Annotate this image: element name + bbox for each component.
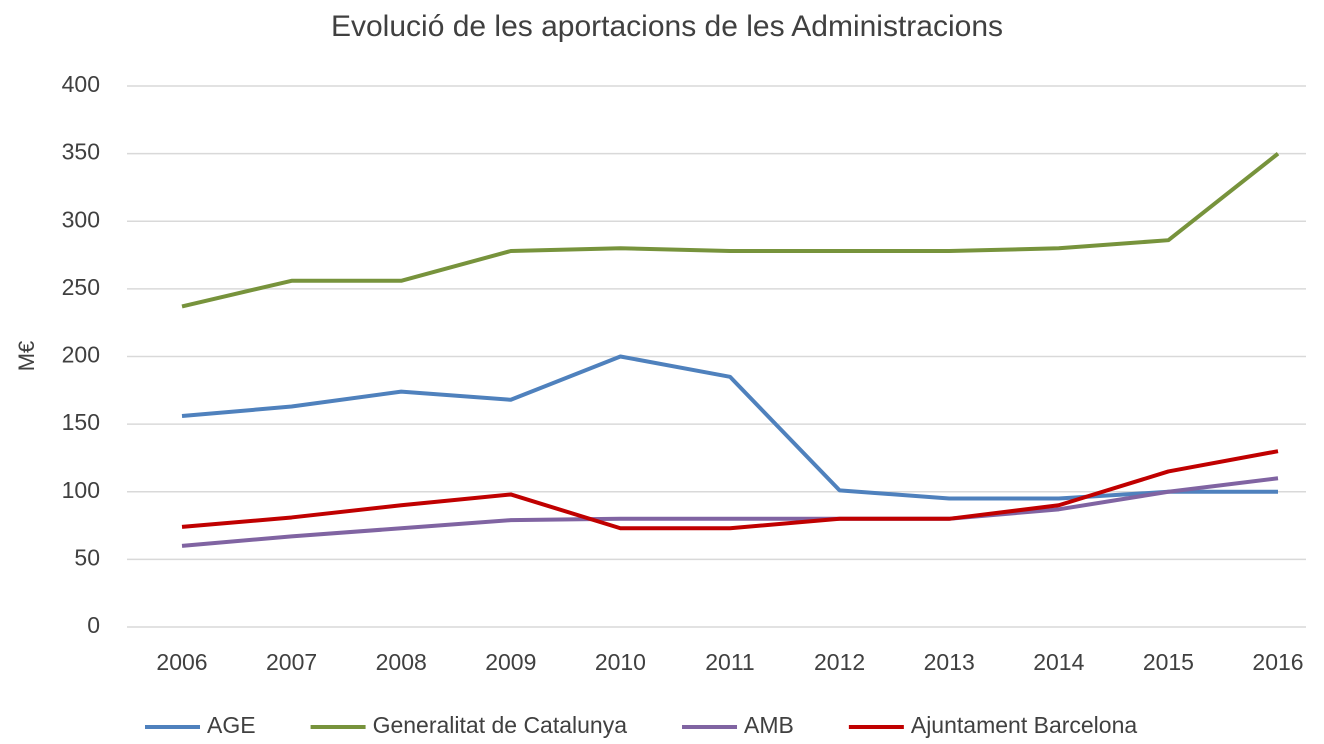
y-tick-label: 250 bbox=[62, 274, 100, 300]
legend-label: AGE bbox=[207, 712, 256, 738]
legend-label: Ajuntament Barcelona bbox=[911, 712, 1138, 738]
y-axis-label: M€ bbox=[14, 341, 39, 372]
x-tick-label: 2006 bbox=[156, 649, 207, 675]
chart-title: Evolució de les aportacions de les Admin… bbox=[331, 10, 1003, 43]
y-tick-label: 150 bbox=[62, 409, 100, 435]
y-tick-label: 350 bbox=[62, 139, 100, 165]
x-tick-label: 2013 bbox=[924, 649, 975, 675]
legend-label: AMB bbox=[744, 712, 794, 738]
x-tick-label: 2012 bbox=[814, 649, 865, 675]
x-tick-label: 2011 bbox=[705, 649, 754, 675]
y-tick-label: 200 bbox=[62, 342, 100, 368]
x-tick-label: 2010 bbox=[595, 649, 646, 675]
y-tick-label: 100 bbox=[62, 477, 100, 503]
x-tick-label: 2015 bbox=[1143, 649, 1194, 675]
x-tick-label: 2008 bbox=[376, 649, 427, 675]
x-tick-label: 2009 bbox=[485, 649, 536, 675]
data-line bbox=[181, 476, 1279, 548]
y-tick-label: 300 bbox=[62, 206, 100, 232]
x-tick-label: 2007 bbox=[266, 649, 317, 675]
data-line bbox=[181, 449, 1279, 531]
data-line bbox=[181, 152, 1280, 309]
x-tick-label: 2014 bbox=[1033, 649, 1084, 675]
y-tick-label: 400 bbox=[62, 71, 100, 97]
y-tick-label: 50 bbox=[74, 544, 100, 570]
y-tick-label: 0 bbox=[87, 612, 100, 638]
legend-label: Generalitat de Catalunya bbox=[373, 712, 628, 738]
data-line bbox=[181, 354, 1278, 501]
x-tick-label: 2016 bbox=[1252, 649, 1303, 675]
